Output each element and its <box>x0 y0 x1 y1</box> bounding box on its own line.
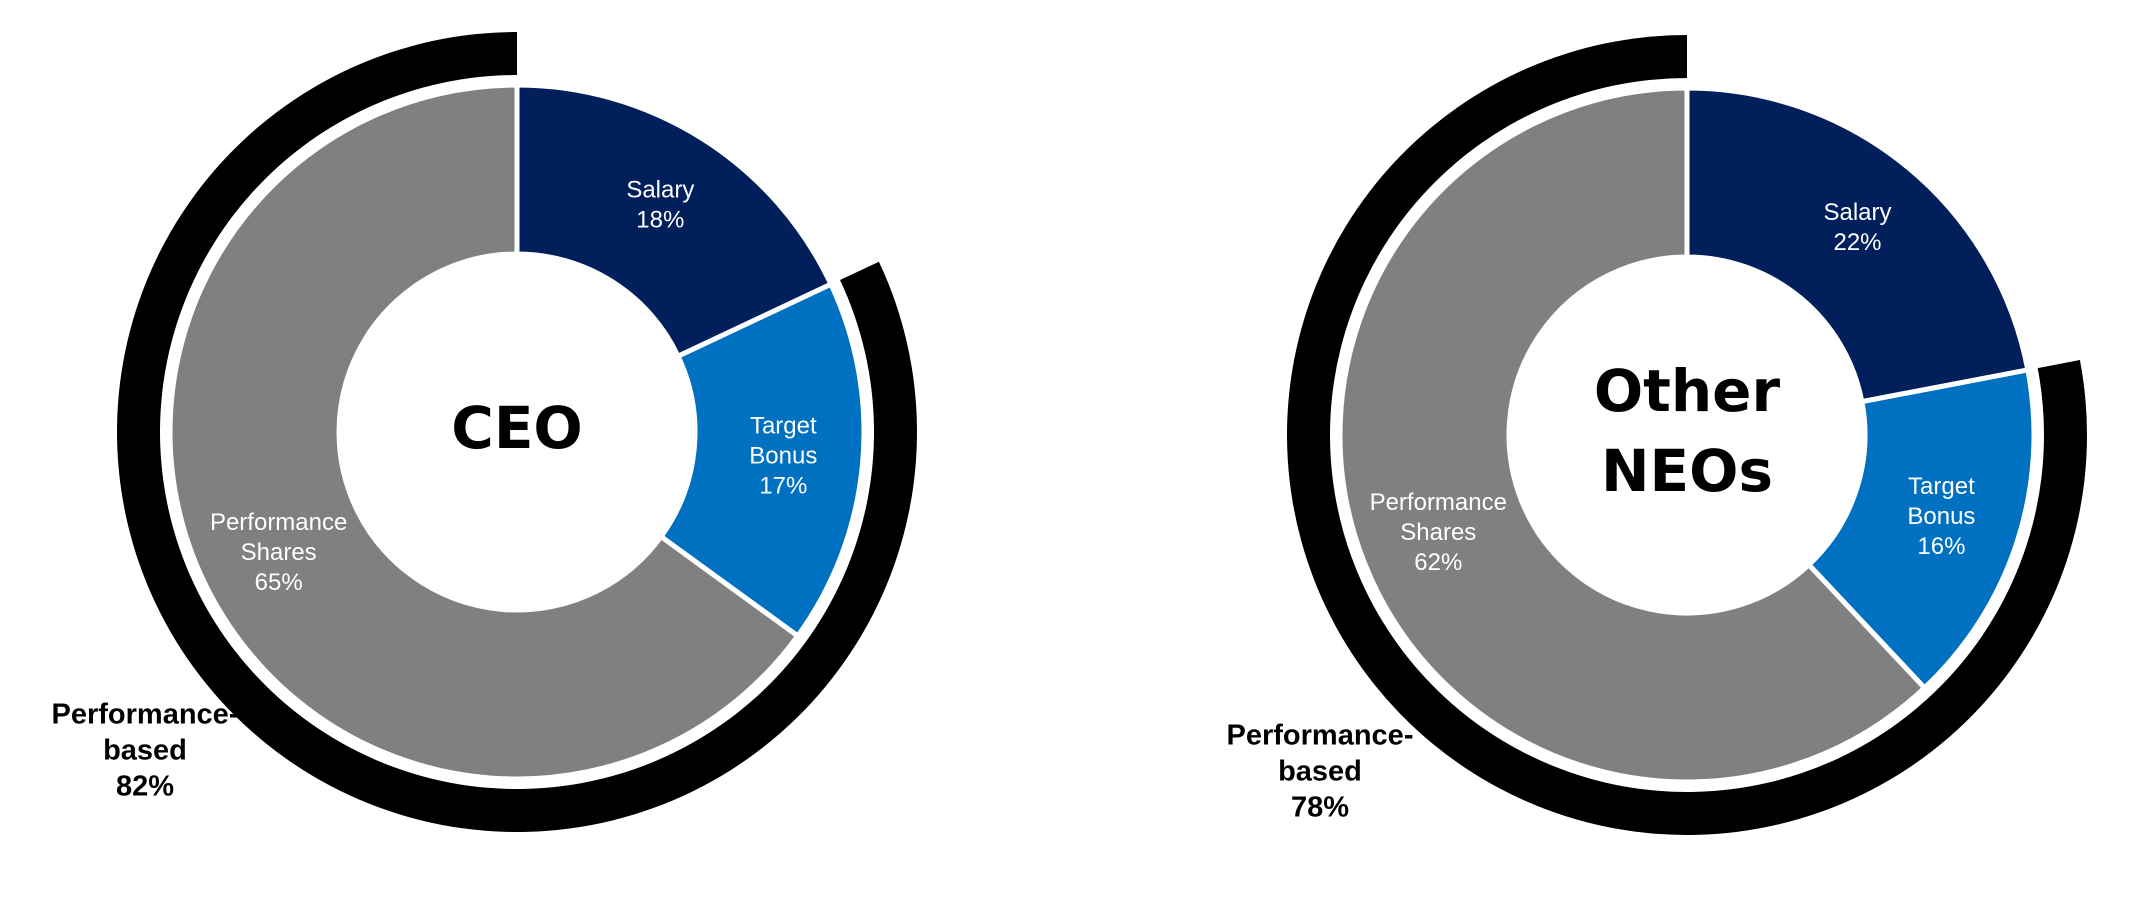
performance-based-label-line: Performance- <box>1227 720 1414 752</box>
salary-label: Salary 18% <box>626 176 694 233</box>
performance-shares-label: Performance Shares 65% <box>210 509 347 596</box>
performance-based-label: Performance-based 82% <box>52 699 239 803</box>
salary-label-line: Salary <box>626 176 694 203</box>
salary-label-line: 18% <box>636 206 684 233</box>
salary-segment <box>514 82 835 360</box>
performance-based-label-line: 78% <box>1291 792 1349 824</box>
performance-shares-segment <box>167 82 802 782</box>
performance-based-label-line: Performance- <box>52 699 239 731</box>
center-label-line: CEO <box>451 394 583 462</box>
performance-shares-segment <box>1337 85 1929 785</box>
ceo-donut-chart: Salary 18% Target Bonus 17% Performance Shares… <box>52 31 917 832</box>
target-bonus-label-line: 16% <box>1917 533 1965 560</box>
target-bonus-label-line: 17% <box>759 473 807 500</box>
center-label: CEO <box>451 394 583 462</box>
target-bonus-label: Target Bonus 16% <box>1907 473 1975 560</box>
salary-label: Salary 22% <box>1823 199 1891 256</box>
performance-shares-label-line: Performance <box>210 509 347 536</box>
target-bonus-label-line: Target <box>750 413 817 440</box>
salary-label-line: 22% <box>1833 229 1881 256</box>
target-bonus-label: Target Bonus 17% <box>749 413 817 500</box>
performance-based-label-line: based <box>103 735 187 767</box>
center-label-line: Other <box>1594 357 1781 425</box>
performance-based-label-line: 82% <box>116 771 174 803</box>
salary-segment <box>1684 85 2031 405</box>
center-label-line: NEOs <box>1601 437 1773 505</box>
performance-shares-label-line: Shares <box>1400 519 1476 546</box>
performance-shares-label: Performance Shares 62% <box>1370 489 1507 576</box>
target-bonus-label-line: Bonus <box>749 443 817 470</box>
salary-label-line: Salary <box>1823 199 1891 226</box>
performance-shares-label-line: 62% <box>1414 549 1462 576</box>
performance-shares-label-line: Shares <box>241 539 317 566</box>
center-label: Other NEOs <box>1594 357 1781 505</box>
target-bonus-segment <box>1805 367 2037 692</box>
performance-shares-label-line: Performance <box>1370 489 1507 516</box>
target-bonus-label-line: Target <box>1908 473 1975 500</box>
performance-shares-label-line: 65% <box>255 569 303 596</box>
target-bonus-segment <box>657 280 867 640</box>
performance-based-label-line: based <box>1278 756 1362 788</box>
other-neos-donut-chart: Salary 22% Target Bonus 16% Performance Shares… <box>1227 35 2087 836</box>
performance-based-label: Performance-based 78% <box>1227 720 1414 824</box>
target-bonus-label-line: Bonus <box>1907 503 1975 530</box>
